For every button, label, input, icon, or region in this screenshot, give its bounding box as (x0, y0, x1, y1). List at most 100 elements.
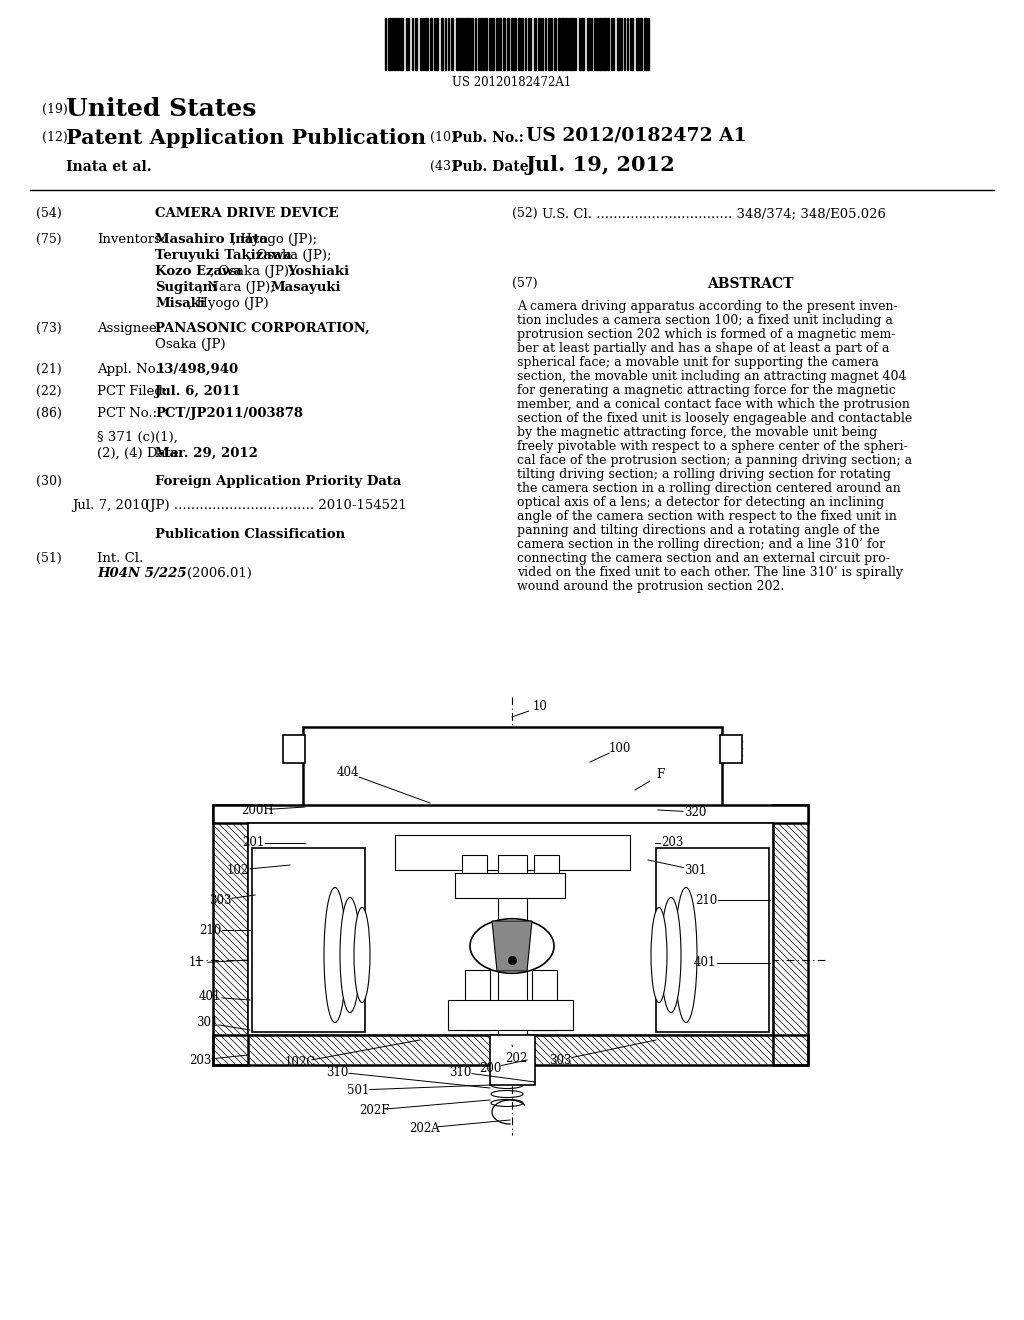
Text: Inventors:: Inventors: (97, 234, 165, 246)
Bar (570, 18, 572, 70)
Text: PCT Filed:: PCT Filed: (97, 385, 167, 399)
Text: Jul. 7, 2010: Jul. 7, 2010 (72, 499, 150, 512)
Text: 501: 501 (347, 1084, 370, 1097)
Text: by the magnetic attracting force, the movable unit being: by the magnetic attracting force, the mo… (517, 426, 878, 440)
Text: PANASONIC CORPORATION,: PANASONIC CORPORATION, (155, 322, 370, 335)
Bar (420, 18, 422, 70)
Text: Teruyuki Takizawa: Teruyuki Takizawa (155, 249, 292, 261)
Text: 200H: 200H (242, 804, 274, 817)
Text: Inata et al.: Inata et al. (66, 160, 152, 174)
Text: U.S. Cl. ................................ 348/374; 348/E05.026: U.S. Cl. ...............................… (542, 207, 886, 220)
Bar (499, 18, 501, 70)
Bar (503, 18, 505, 70)
Ellipse shape (675, 887, 697, 1023)
Bar (607, 18, 609, 70)
Text: 102C: 102C (285, 1056, 315, 1068)
Bar (521, 18, 523, 70)
Text: A camera driving apparatus according to the present inven-: A camera driving apparatus according to … (517, 300, 898, 313)
Bar (456, 18, 458, 70)
Text: Kozo Ezawa: Kozo Ezawa (155, 265, 242, 279)
Text: Yoshiaki: Yoshiaki (287, 265, 349, 279)
Text: Appl. No.:: Appl. No.: (97, 363, 164, 376)
Bar (283, 735, 305, 763)
Text: freely pivotable with respect to a sphere center of the spheri-: freely pivotable with respect to a spher… (517, 440, 907, 453)
Text: tion includes a camera section 100; a fixed unit including a: tion includes a camera section 100; a fi… (517, 314, 893, 327)
Text: 310: 310 (449, 1065, 471, 1078)
Text: US 20120182472A1: US 20120182472A1 (453, 77, 571, 88)
Text: 303: 303 (549, 1053, 571, 1067)
Bar (462, 855, 487, 873)
Bar (554, 18, 556, 70)
Text: Pub. No.:: Pub. No.: (452, 131, 524, 145)
Ellipse shape (324, 887, 346, 1023)
Text: tilting driving section; a rolling driving section for rotating: tilting driving section; a rolling drivi… (517, 469, 891, 480)
Text: PCT No.:: PCT No.: (97, 407, 157, 420)
Text: section, the movable unit including an attracting magnet 404: section, the movable unit including an a… (517, 370, 906, 383)
Text: PCT/JP2011/003878: PCT/JP2011/003878 (155, 407, 303, 420)
Bar (596, 18, 598, 70)
Bar (397, 18, 399, 70)
Bar (436, 18, 438, 70)
Text: (12): (12) (42, 131, 68, 144)
Text: 201: 201 (242, 837, 264, 850)
Text: protrusion section 202 which is formed of a magnetic mem-: protrusion section 202 which is formed o… (517, 327, 895, 341)
Bar (303, 727, 722, 807)
Bar (449, 1001, 573, 1030)
Text: United States: United States (66, 96, 256, 121)
Text: , Hyogo (JP);: , Hyogo (JP); (232, 234, 317, 246)
Text: (43): (43) (430, 160, 456, 173)
Text: Masayuki: Masayuki (270, 281, 341, 294)
Ellipse shape (354, 908, 370, 1002)
Bar (451, 18, 453, 70)
Text: Patent Application Publication: Patent Application Publication (66, 128, 426, 148)
Text: ber at least partially and has a shape of at least a part of a: ber at least partially and has a shape o… (517, 342, 890, 355)
Bar (441, 18, 443, 70)
Text: 202: 202 (505, 1052, 527, 1064)
Text: Pub. Date:: Pub. Date: (452, 160, 534, 174)
Bar (773, 805, 808, 1065)
Text: ABSTRACT: ABSTRACT (707, 277, 794, 290)
Text: 202A: 202A (410, 1122, 440, 1134)
Text: (2), (4) Date:: (2), (4) Date: (97, 447, 183, 459)
Text: (75): (75) (36, 234, 61, 246)
Text: 404: 404 (337, 767, 359, 780)
Bar (213, 805, 248, 1065)
Bar (496, 18, 498, 70)
Text: (21): (21) (36, 363, 61, 376)
Ellipse shape (662, 898, 681, 1012)
Ellipse shape (651, 908, 667, 1002)
Text: wound around the protrusion section 202.: wound around the protrusion section 202. (517, 579, 784, 593)
Bar (548, 18, 550, 70)
Bar (534, 18, 536, 70)
Text: (19): (19) (42, 103, 68, 116)
Bar (565, 18, 567, 70)
Text: 303: 303 (209, 894, 231, 907)
Text: (54): (54) (36, 207, 61, 220)
Text: Masahiro Inata: Masahiro Inata (155, 234, 268, 246)
Text: 401: 401 (199, 990, 221, 1003)
Text: (30): (30) (36, 475, 61, 488)
Text: camera section in the rolling direction; and a line 310’ for: camera section in the rolling direction;… (517, 539, 885, 550)
Text: Assignee:: Assignee: (97, 322, 161, 335)
Bar (720, 735, 742, 763)
Bar (415, 18, 417, 70)
Bar (425, 18, 428, 70)
Text: (86): (86) (36, 407, 61, 420)
Text: § 371 (c)(1),: § 371 (c)(1), (97, 432, 178, 444)
Bar (518, 18, 520, 70)
Ellipse shape (470, 919, 554, 973)
Bar (213, 805, 248, 1065)
Bar (213, 805, 808, 822)
Text: Jul. 19, 2012: Jul. 19, 2012 (526, 154, 676, 176)
Text: 210: 210 (199, 924, 221, 936)
Bar (455, 873, 565, 898)
Text: Jul. 6, 2011: Jul. 6, 2011 (155, 385, 241, 399)
Text: , Osaka (JP);: , Osaka (JP); (210, 265, 298, 279)
Text: cal face of the protrusion section; a panning driving section; a: cal face of the protrusion section; a pa… (517, 454, 912, 467)
Bar (471, 18, 473, 70)
Bar (636, 18, 639, 70)
Bar (465, 970, 490, 1030)
Text: (57): (57) (512, 277, 538, 290)
Text: for generating a magnetic attracting force for the magnetic: for generating a magnetic attracting for… (517, 384, 896, 397)
Bar (507, 18, 509, 70)
